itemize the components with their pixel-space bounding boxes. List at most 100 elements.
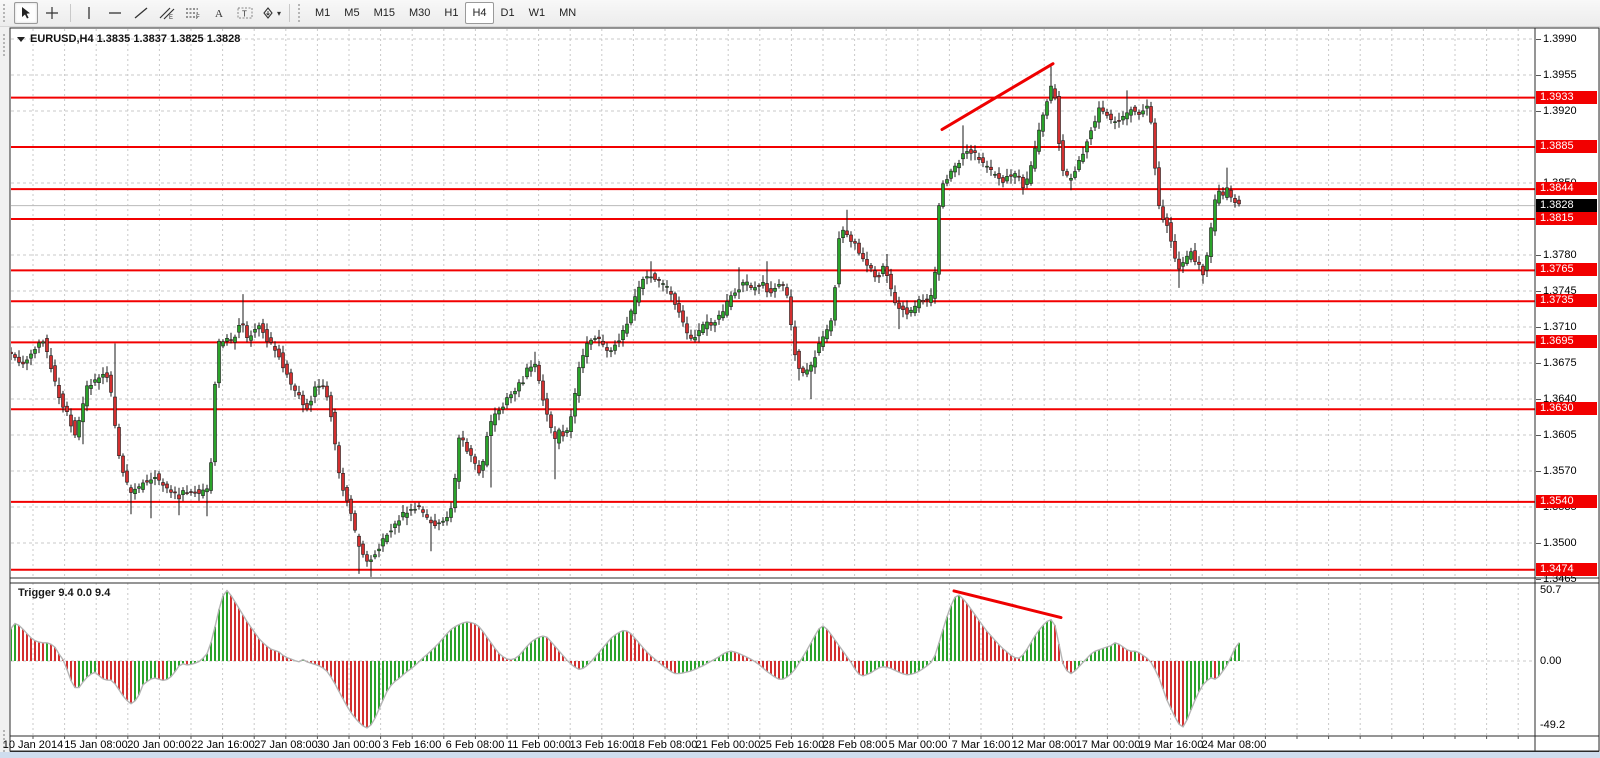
level-price-label: 1.3885 xyxy=(1536,140,1597,153)
dock-gripper xyxy=(3,730,8,752)
chart-title: EURUSD,H4 1.3835 1.3837 1.3825 1.3828 xyxy=(17,33,240,45)
time-label: 24 Mar 08:00 xyxy=(1201,739,1267,751)
tool-text-tool[interactable]: A xyxy=(207,2,231,24)
level-price-label: 1.3815 xyxy=(1536,212,1597,225)
toolbar-separator xyxy=(289,4,290,22)
hline-icon xyxy=(108,6,122,20)
price-tick-label: 1.3780 xyxy=(1543,249,1577,261)
dropdown-caret-icon: ▾ xyxy=(276,8,281,18)
time-label: 28 Feb 08:00 xyxy=(822,739,888,751)
toolbar: E F A T ▾ M1 M5 M15 M30 H1 H4 D1 W1 MN xyxy=(0,0,1600,27)
time-label: 25 Feb 16:00 xyxy=(759,739,825,751)
tool-horizontal-line-tool[interactable] xyxy=(103,2,127,24)
time-label: 17 Mar 00:00 xyxy=(1075,739,1141,751)
tool-equidistant-channel-tool[interactable]: E xyxy=(155,2,179,24)
tool-text-label-tool[interactable]: T xyxy=(233,2,257,24)
price-tick-label: 1.3500 xyxy=(1543,537,1577,549)
tool-vertical-line-tool[interactable] xyxy=(77,2,101,24)
time-label: 20 Jan 00:00 xyxy=(127,739,191,751)
price-tick-label: 1.3920 xyxy=(1543,105,1577,117)
timeframe-m1[interactable]: M1 xyxy=(315,7,331,19)
time-label: 12 Mar 08:00 xyxy=(1011,739,1077,751)
time-label: 30 Jan 00:00 xyxy=(317,739,381,751)
price-tick-label: 1.3745 xyxy=(1543,285,1577,297)
osc-scale-max: 50.7 xyxy=(1540,584,1562,596)
timeframe-w1[interactable]: W1 xyxy=(528,7,546,19)
axis-tick-mark xyxy=(1536,399,1541,400)
time-label: 21 Feb 00:00 xyxy=(695,739,761,751)
axis-tick-mark xyxy=(1536,435,1541,436)
level-price-label: 1.3630 xyxy=(1536,402,1597,416)
time-label: 15 Jan 08:00 xyxy=(64,739,128,751)
time-label: 13 Feb 16:00 xyxy=(569,739,635,751)
indicator-label: Trigger 9.4 0.0 9.4 xyxy=(18,587,111,599)
svg-text:E: E xyxy=(169,15,173,20)
axis-tick-mark xyxy=(1536,327,1541,328)
time-label: 6 Feb 08:00 xyxy=(445,739,505,751)
timeframe-m5[interactable]: M5 xyxy=(344,7,360,19)
symbol-dropdown-icon[interactable] xyxy=(17,36,25,42)
svg-text:F: F xyxy=(196,15,200,20)
level-price-label: 1.3933 xyxy=(1536,90,1597,104)
timeframe-h4[interactable]: H4 xyxy=(465,2,494,24)
left-dock-strip xyxy=(0,28,10,758)
price-tick-label: 1.3990 xyxy=(1543,33,1577,45)
timeframe-m30[interactable]: M30 xyxy=(408,7,431,19)
text-icon: A xyxy=(212,6,226,20)
timeframe-d1[interactable]: D1 xyxy=(500,7,515,19)
price-tick-label: 1.3675 xyxy=(1543,357,1577,369)
dock-gripper xyxy=(3,34,8,56)
tool-cursor-tool[interactable] xyxy=(14,2,38,24)
level-price-label: 1.3844 xyxy=(1536,182,1597,196)
price-tick-label: 1.3605 xyxy=(1543,429,1577,441)
tool-arrows-tool[interactable]: ▾ xyxy=(259,2,283,24)
osc-scale-min: -49.2 xyxy=(1540,719,1566,731)
trendline-icon xyxy=(134,6,148,20)
timeframe-mn[interactable]: MN xyxy=(559,7,577,19)
channel-icon: E xyxy=(159,6,175,20)
axis-tick-mark xyxy=(1536,111,1541,112)
price-tick-label: 1.3465 xyxy=(1543,573,1577,585)
timeframe-m15[interactable]: M15 xyxy=(373,7,395,19)
price-tick-label: 1.3640 xyxy=(1543,393,1577,405)
svg-text:T: T xyxy=(242,10,247,19)
osc-scale-zero: 0.00 xyxy=(1540,655,1562,667)
tool-crosshair-tool[interactable] xyxy=(40,2,64,24)
axis-tick-mark xyxy=(1536,363,1541,364)
tool-trendline-tool[interactable] xyxy=(129,2,153,24)
current-price-label: 1.3828 xyxy=(1536,198,1597,212)
time-label: 3 Feb 16:00 xyxy=(382,739,442,751)
tool-fibonacci-tool[interactable]: F xyxy=(181,2,205,24)
axis-tick-mark xyxy=(1536,291,1541,292)
time-label: 7 Mar 16:00 xyxy=(951,739,1011,751)
price-tick-label: 1.3955 xyxy=(1543,69,1577,81)
axis-tick-mark xyxy=(1536,75,1541,76)
level-price-label: 1.3765 xyxy=(1536,263,1597,277)
price-tick-label: 1.3570 xyxy=(1543,465,1577,477)
time-label: 18 Feb 08:00 xyxy=(632,739,698,751)
axis-tick-mark xyxy=(1536,471,1541,472)
toolbar-gripper xyxy=(298,4,305,22)
time-label: 10 Jan 2014 xyxy=(2,739,64,751)
time-label: 5 Mar 00:00 xyxy=(888,739,948,751)
vline-icon xyxy=(82,6,96,20)
cursor-icon xyxy=(19,6,33,20)
chart-title-text: EURUSD,H4 1.3835 1.3837 1.3825 1.3828 xyxy=(30,33,241,45)
time-label: 19 Mar 16:00 xyxy=(1138,739,1204,751)
level-price-label: 1.3735 xyxy=(1536,294,1597,308)
svg-text:A: A xyxy=(215,8,223,20)
arrows-icon xyxy=(261,6,275,20)
timeframe-h1[interactable]: H1 xyxy=(444,7,459,19)
toolbar-separator xyxy=(70,4,71,22)
axis-tick-mark xyxy=(1536,579,1541,580)
axis-tick-mark xyxy=(1536,255,1541,256)
window-bottom-strip xyxy=(0,752,1600,758)
toolbar-gripper xyxy=(3,4,10,22)
fibo-icon: F xyxy=(185,6,201,20)
axis-tick-mark xyxy=(1536,39,1541,40)
label-icon: T xyxy=(237,6,253,20)
level-price-label: 1.3540 xyxy=(1536,494,1597,508)
time-label: 11 Feb 00:00 xyxy=(506,739,572,751)
